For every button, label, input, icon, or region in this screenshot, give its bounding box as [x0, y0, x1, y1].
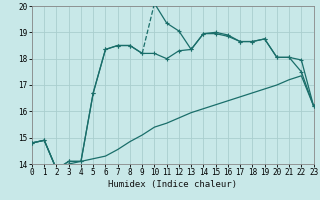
X-axis label: Humidex (Indice chaleur): Humidex (Indice chaleur) [108, 180, 237, 189]
